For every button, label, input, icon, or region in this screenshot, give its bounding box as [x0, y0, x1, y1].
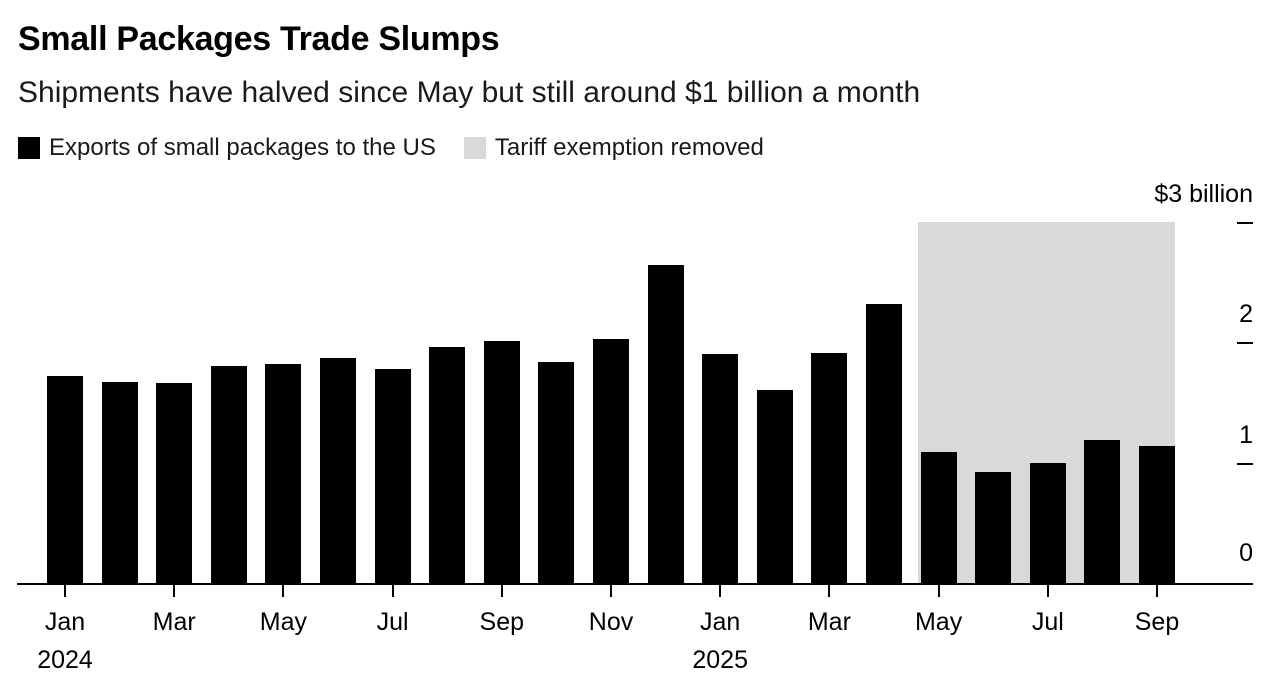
bar-apr-2024 — [210, 366, 247, 583]
x-tick-label: May — [259, 608, 307, 636]
legend-item-exports: Exports of small packages to the US — [18, 134, 436, 162]
bar-aug-2024 — [429, 347, 466, 583]
bar-sep-2025 — [1139, 446, 1175, 583]
x-tick-label: Mar — [807, 608, 851, 636]
x-year-label: 2024 — [37, 646, 93, 674]
x-tick-mar — [173, 585, 176, 597]
x-tick-label: Mar — [152, 608, 196, 636]
bar-mar-2025 — [811, 353, 848, 583]
bar-dec-2024 — [647, 265, 684, 583]
chart-legend: Exports of small packages to the US Tari… — [18, 134, 764, 162]
bar-jun-2025 — [975, 472, 1012, 583]
y-tick-label-2: 2 — [1239, 300, 1253, 329]
x-tick-label: Nov — [588, 608, 634, 636]
x-tick-jan-2024 — [64, 585, 66, 597]
bar-may-2024 — [265, 364, 302, 583]
x-tick-jan-2025 — [719, 585, 722, 597]
x-tick-label: Sep — [479, 608, 525, 636]
x-tick-may — [282, 585, 285, 597]
bar-jan-2025 — [702, 354, 739, 583]
bar-jan-2024 — [47, 376, 83, 583]
x-tick-label: May — [914, 608, 963, 636]
x-tick-label: Jan — [700, 608, 741, 636]
x-tick-label: Jul — [376, 608, 409, 636]
bar-sep-2024 — [483, 341, 520, 583]
chart-subtitle: Shipments have halved since May but stil… — [18, 76, 921, 109]
y-tick-2 — [1237, 342, 1253, 345]
bar-jul-2024 — [374, 369, 411, 583]
y-tick-1 — [1237, 462, 1253, 465]
bar-oct-2024 — [538, 362, 575, 583]
x-tick-may — [937, 585, 940, 597]
y-tick-label-0: 0 — [1239, 539, 1253, 567]
x-tick-jul — [1046, 585, 1049, 597]
y-tick-3 — [1237, 222, 1253, 224]
bar-jun-2024 — [320, 358, 356, 583]
legend-label-tariff: Tariff exemption removed — [494, 134, 764, 161]
bar-jul-2025 — [1029, 463, 1066, 583]
legend-swatch-black-icon — [18, 137, 40, 159]
x-year-label: 2025 — [692, 646, 748, 674]
x-tick-sep — [1156, 585, 1158, 597]
legend-item-tariff: Tariff exemption removed — [463, 134, 764, 162]
y-tick-label-1: 1 — [1239, 420, 1253, 449]
x-tick-mar — [828, 585, 831, 597]
bar-mar-2024 — [156, 383, 193, 583]
x-tick-sep — [500, 585, 503, 597]
x-tick-nov — [610, 585, 612, 597]
bar-nov-2024 — [593, 339, 629, 583]
x-tick-label: Jan — [44, 608, 86, 636]
x-tick-jul — [391, 585, 394, 597]
legend-swatch-gray-icon — [463, 137, 486, 159]
legend-label-exports: Exports of small packages to the US — [49, 134, 436, 161]
y-tick-label-3: $3 billion — [1154, 180, 1253, 208]
chart-title: Small Packages Trade Slumps — [18, 20, 500, 58]
bar-feb-2024 — [101, 382, 138, 583]
bar-may-2025 — [920, 452, 957, 583]
x-axis-line — [17, 583, 1253, 585]
bar-aug-2025 — [1084, 440, 1121, 583]
x-tick-label: Sep — [1134, 608, 1180, 636]
bar-feb-2025 — [756, 390, 793, 583]
bar-apr-2025 — [866, 304, 902, 583]
x-tick-label: Jul — [1031, 608, 1064, 636]
